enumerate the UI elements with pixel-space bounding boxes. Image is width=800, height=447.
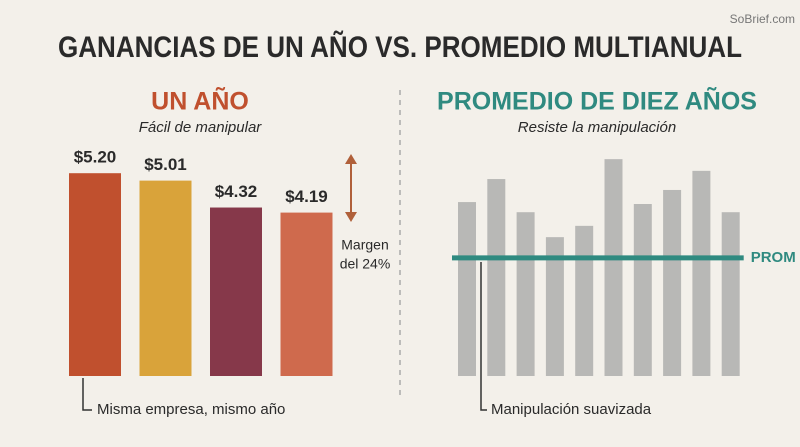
bar (516, 212, 535, 376)
title: GANANCIAS DE UN AÑO VS. PROMEDIO MULTIAN… (58, 30, 742, 64)
right-heading: PROMEDIO DE DIEZ AÑOS (437, 86, 757, 116)
note-bracket (480, 262, 487, 411)
watermark: SoBrief.com (730, 12, 795, 26)
value-label: $5.20 (74, 148, 117, 167)
bar (487, 179, 506, 376)
note-bracket (82, 378, 92, 411)
bar (545, 237, 564, 376)
bar (210, 207, 262, 376)
bar (633, 204, 652, 376)
bar (663, 189, 682, 376)
bar (575, 225, 594, 376)
bar (692, 170, 711, 376)
left-note: Misma empresa, mismo año (97, 401, 285, 418)
value-label: $4.19 (285, 187, 328, 206)
bar (721, 212, 740, 376)
value-label: $4.32 (215, 182, 258, 201)
margin-annotation: Margen (341, 237, 388, 253)
average-label: PROM (751, 249, 796, 266)
bar (69, 173, 121, 376)
margin-annotation: del 24% (340, 256, 391, 272)
left-heading: UN AÑO (151, 86, 249, 116)
right-subtitle: Resiste la manipulación (518, 119, 676, 136)
bar (604, 159, 623, 376)
bar (139, 180, 192, 376)
bar (458, 202, 476, 376)
bar (280, 212, 333, 376)
value-label: $5.01 (144, 155, 187, 174)
right-note: Manipulación suavizada (491, 401, 652, 418)
left-subtitle: Fácil de manipular (139, 119, 263, 136)
